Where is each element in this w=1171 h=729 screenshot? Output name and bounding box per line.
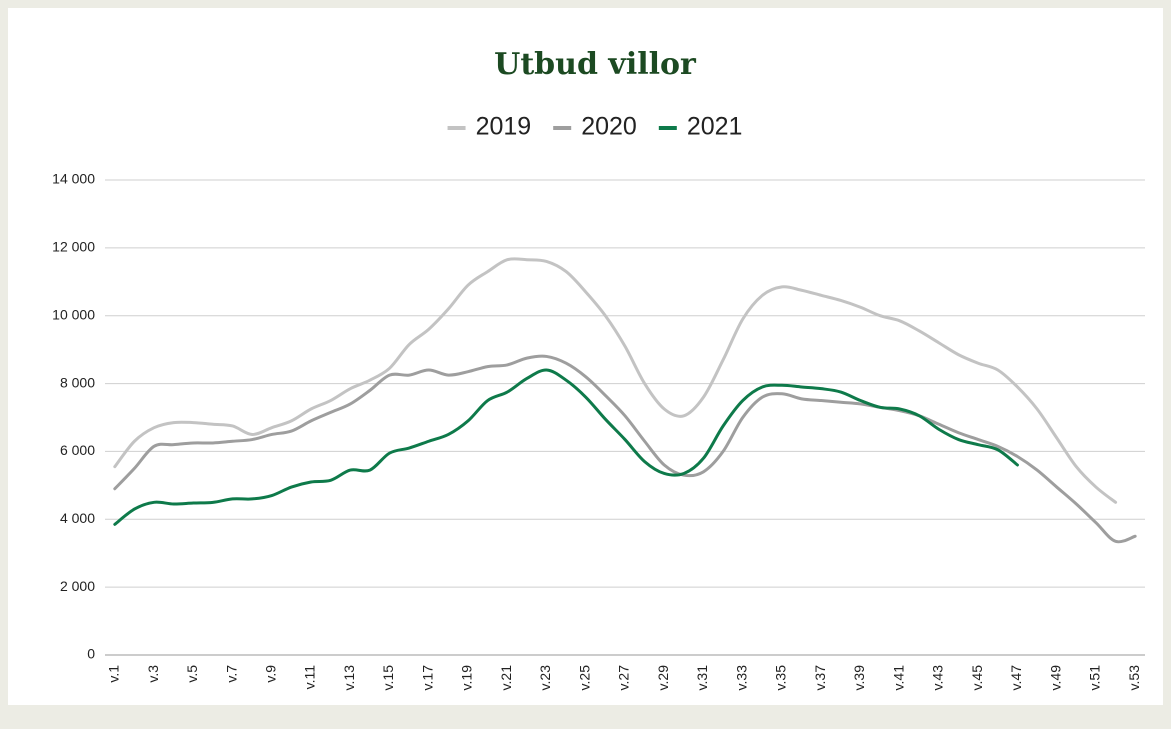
x-tick-label: v.17 (419, 665, 435, 691)
y-tick-label: 14 000 (52, 171, 95, 187)
x-tick-label: v.35 (773, 665, 789, 691)
x-tick-label: v.7 (223, 665, 239, 683)
x-tick-label: v.21 (498, 665, 514, 691)
x-tick-label: v.33 (733, 665, 749, 691)
x-tick-label: v.45 (969, 665, 985, 691)
x-tick-label: v.43 (930, 665, 946, 691)
x-tick-label: v.27 (616, 665, 632, 691)
legend-label: 2020 (581, 113, 637, 141)
x-tick-label: v.1 (106, 665, 122, 683)
y-tick-label: 10 000 (52, 306, 95, 322)
x-tick-label: v.19 (459, 665, 475, 691)
y-tick-label: 6 000 (60, 442, 95, 458)
panel (8, 8, 1163, 705)
x-tick-label: v.5 (184, 665, 200, 683)
x-tick-label: v.39 (851, 665, 867, 691)
y-tick-label: 4 000 (60, 510, 95, 526)
x-tick-label: v.53 (1126, 665, 1142, 691)
x-tick-label: v.51 (1087, 665, 1103, 691)
y-tick-label: 2 000 (60, 578, 95, 594)
series-line (113, 354, 1137, 544)
x-tick-label: v.47 (1008, 665, 1024, 691)
x-tick-label: v.11 (302, 665, 318, 690)
x-tick-label: v.29 (655, 665, 671, 691)
x-tick-label: v.23 (537, 665, 553, 691)
legend-label: 2021 (687, 113, 743, 141)
y-tick-label: 8 000 (60, 374, 95, 390)
y-tick-label: 12 000 (52, 239, 95, 255)
x-tick-label: v.13 (341, 665, 357, 691)
x-tick-label: v.41 (890, 665, 906, 691)
chart-title: Utbud villor (494, 47, 697, 82)
series-line (113, 257, 1118, 504)
x-tick-label: v.25 (576, 665, 592, 691)
y-tick-label: 0 (87, 646, 95, 662)
x-tick-label: v.3 (145, 665, 161, 683)
x-tick-label: v.15 (380, 665, 396, 691)
legend-label: 2019 (476, 113, 532, 141)
series-line (113, 368, 1019, 526)
x-tick-label: v.9 (262, 665, 278, 683)
x-tick-label: v.49 (1047, 665, 1063, 691)
x-tick-label: v.31 (694, 665, 710, 691)
x-tick-label: v.37 (812, 665, 828, 691)
